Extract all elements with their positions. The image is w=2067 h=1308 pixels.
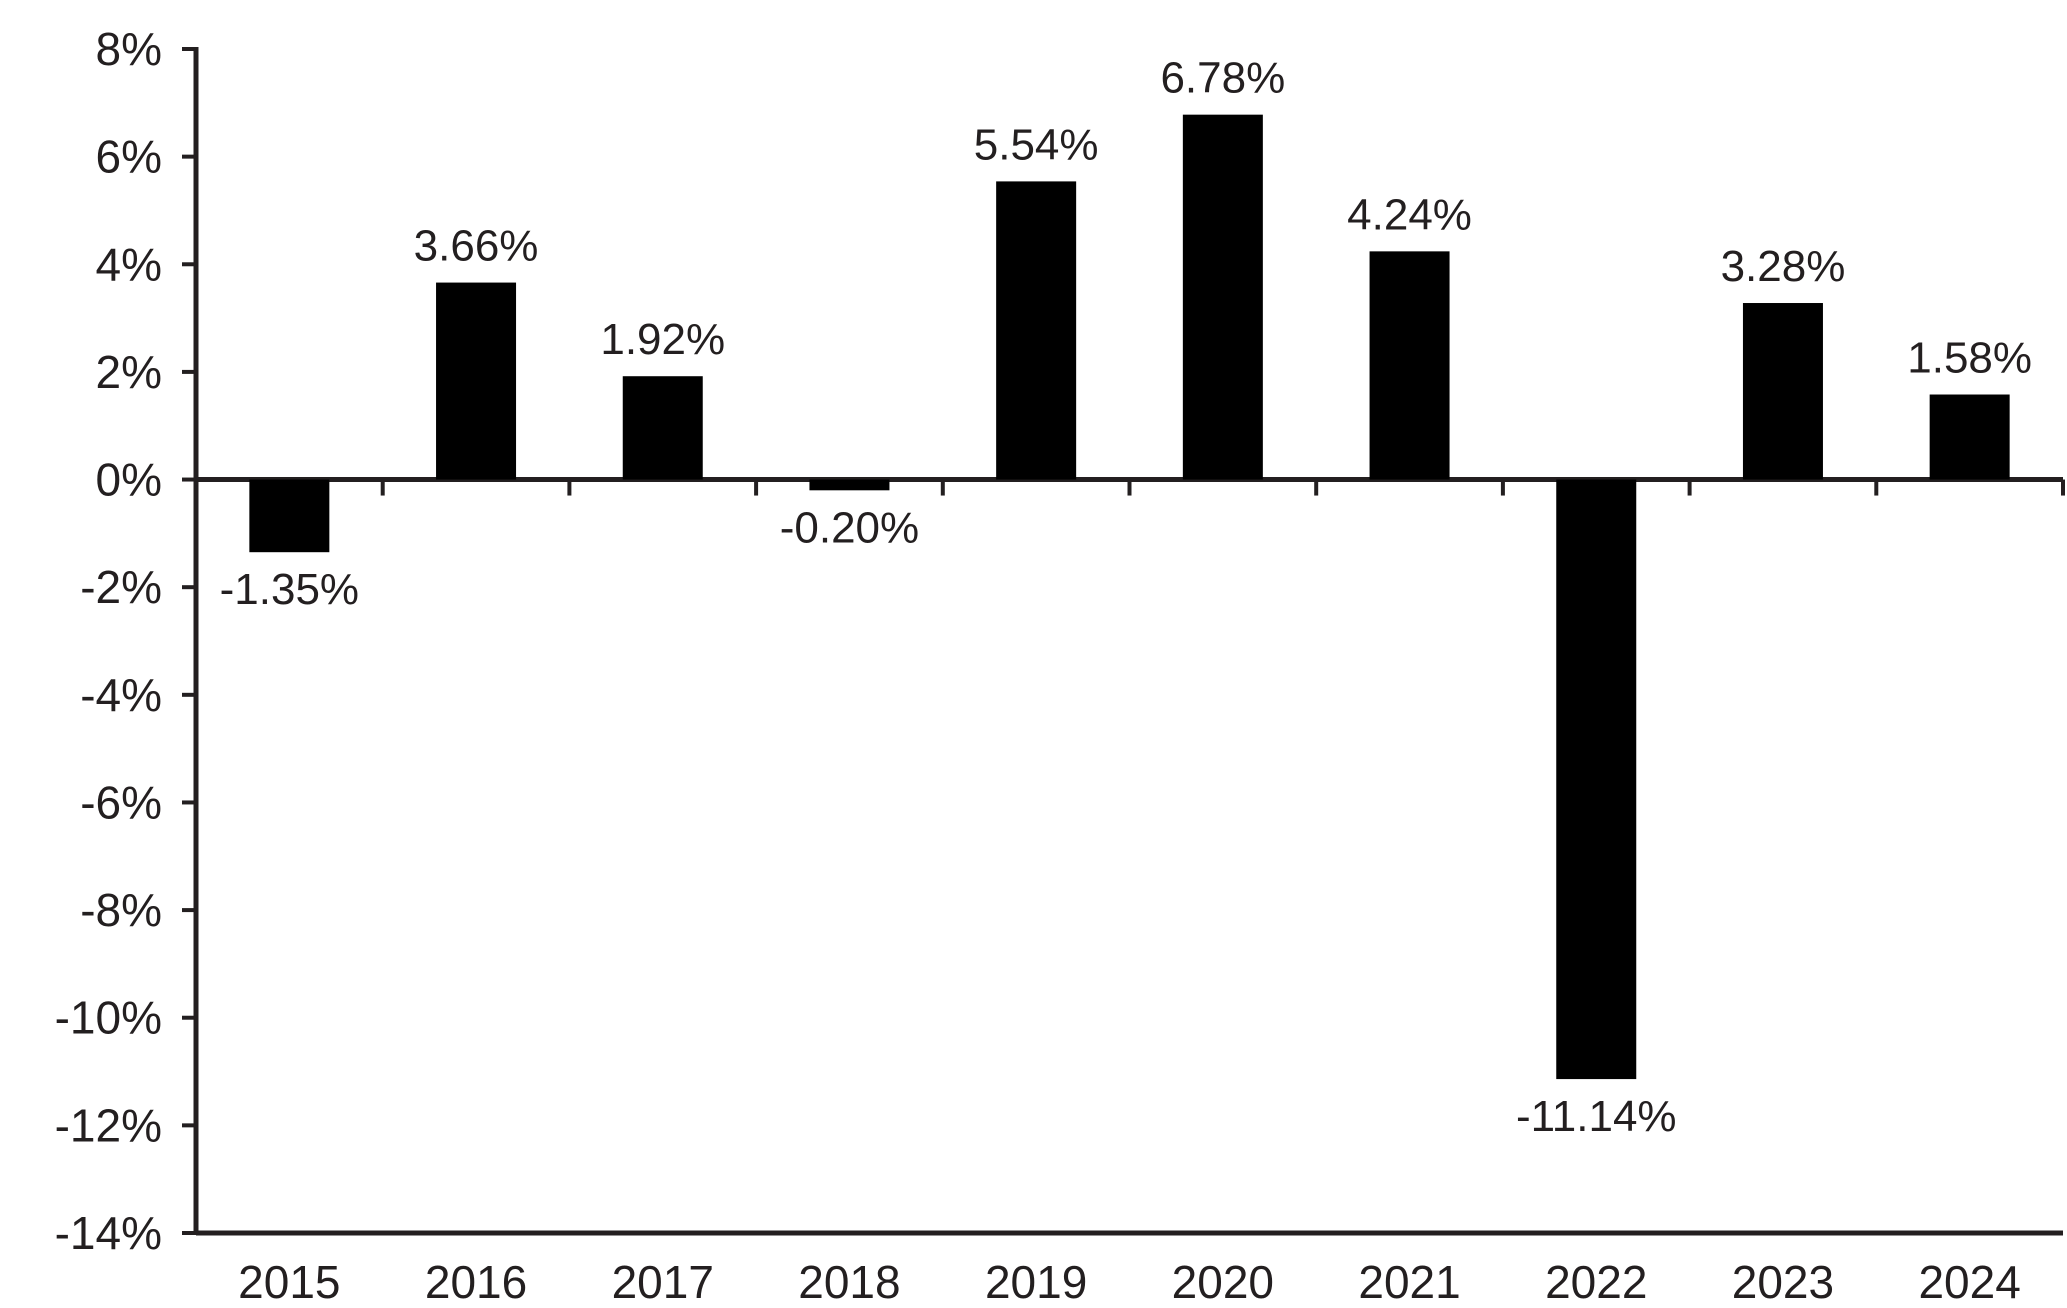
x-tick-label: 2019 xyxy=(985,1256,1087,1308)
data-label: 1.58% xyxy=(1907,334,2032,383)
y-tick-label: -4% xyxy=(80,669,162,721)
bar xyxy=(809,479,890,491)
data-label: 3.66% xyxy=(414,222,539,271)
bar xyxy=(996,181,1077,480)
data-label: 5.54% xyxy=(974,120,1099,169)
bar xyxy=(1182,114,1263,480)
x-tick-label: 2022 xyxy=(1545,1256,1647,1308)
data-label: 3.28% xyxy=(1721,242,1846,291)
y-tick-label: 8% xyxy=(96,23,162,75)
bars xyxy=(249,114,2010,1080)
bar xyxy=(1929,394,2010,480)
y-tick-label: -14% xyxy=(55,1207,162,1259)
bar xyxy=(249,479,330,553)
x-tick-label: 2015 xyxy=(238,1256,340,1308)
y-tick-label: -6% xyxy=(80,776,162,828)
x-tick-label: 2018 xyxy=(798,1256,900,1308)
bar xyxy=(1369,251,1450,480)
y-tick-label: -2% xyxy=(80,561,162,613)
y-tick-label: -10% xyxy=(55,992,162,1044)
data-label: 4.24% xyxy=(1347,190,1472,239)
bar xyxy=(436,282,517,480)
y-tick-label: -12% xyxy=(55,1099,162,1151)
x-tick-label: 2016 xyxy=(425,1256,527,1308)
data-label: 6.78% xyxy=(1160,54,1285,103)
x-tick-label: 2021 xyxy=(1358,1256,1460,1308)
y-tick-label: 2% xyxy=(96,346,162,398)
data-label: -0.20% xyxy=(780,503,919,552)
x-tick-label: 2020 xyxy=(1172,1256,1274,1308)
bar xyxy=(1556,479,1637,1080)
y-axis: 8% 6% 4% 2% 0% -2% -4% -6% -8% -10% -12% -14% xyxy=(55,23,199,1259)
y-tick-label: 6% xyxy=(96,131,162,183)
y-tick-label: -8% xyxy=(80,884,162,936)
bar xyxy=(1742,303,1823,480)
y-tick-label: 4% xyxy=(96,238,162,290)
x-tick-label: 2024 xyxy=(1918,1256,2020,1308)
data-labels: -1.35% 3.66% 1.92% -0.20% 5.54% 6.78% 4.24% -11… xyxy=(220,54,2032,1141)
x-tick-label: 2023 xyxy=(1732,1256,1834,1308)
data-label: -1.35% xyxy=(220,565,359,614)
x-axis: 2015 2016 2017 2018 2019 2020 2021 2022 2023 2024 xyxy=(196,477,2065,1308)
data-label: -11.14% xyxy=(1516,1092,1677,1141)
x-tick-label: 2017 xyxy=(612,1256,714,1308)
y-tick-label: 0% xyxy=(96,454,162,506)
bar xyxy=(622,376,703,480)
data-label: 1.92% xyxy=(600,315,725,364)
